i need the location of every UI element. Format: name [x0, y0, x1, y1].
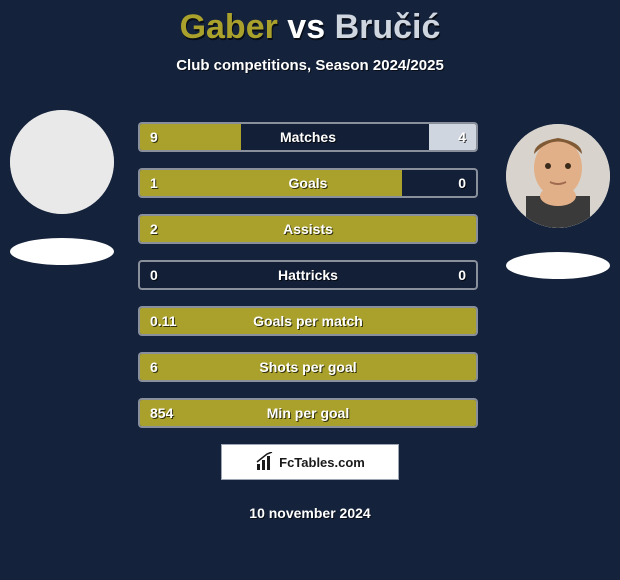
stat-value-left: 6 [150, 359, 158, 375]
person-photo-icon [506, 124, 610, 228]
stat-row-goals-per-match: 0.11 Goals per match [138, 306, 478, 336]
player-left-column [10, 110, 114, 265]
subtitle: Club competitions, Season 2024/2025 [0, 57, 620, 74]
stat-value-right: 0 [458, 175, 466, 191]
player-right-avatar [506, 124, 610, 228]
stat-label: Matches [280, 129, 336, 145]
player-right-team-badge [506, 252, 610, 279]
stat-label: Min per goal [267, 405, 349, 421]
stat-value-left: 0 [150, 267, 158, 283]
stat-row-hattricks: 0 0 Hattricks [138, 260, 478, 290]
stat-value-right: 4 [458, 129, 466, 145]
title-player1: Gaber [180, 8, 278, 46]
stat-value-left: 854 [150, 405, 173, 421]
stat-value-left: 2 [150, 221, 158, 237]
player-right-column [506, 124, 610, 279]
stat-value-left: 1 [150, 175, 158, 191]
person-placeholder-icon [10, 110, 114, 214]
stat-row-min-per-goal: 854 Min per goal [138, 398, 478, 428]
footer-brand-text: FcTables.com [279, 455, 365, 470]
chart-icon [255, 452, 275, 472]
stat-label: Shots per goal [259, 359, 356, 375]
bar-right [429, 124, 476, 150]
page-title: Gaber vs Bručić [0, 0, 620, 47]
stat-label: Hattricks [278, 267, 338, 283]
stats-table: 9 4 Matches 1 0 Goals 2 Assists 0 0 Hattricks 0.11 G… [138, 122, 478, 444]
title-player2: Bručić [335, 8, 441, 46]
stat-label: Assists [283, 221, 333, 237]
stat-value-left: 9 [150, 129, 158, 145]
title-vs: vs [287, 8, 325, 46]
date-text: 10 november 2024 [249, 505, 370, 521]
stat-row-assists: 2 Assists [138, 214, 478, 244]
stat-row-goals: 1 0 Goals [138, 168, 478, 198]
bar-left [140, 170, 402, 196]
player-left-team-badge [10, 238, 114, 265]
stat-row-shots-per-goal: 6 Shots per goal [138, 352, 478, 382]
stat-value-left: 0.11 [150, 313, 176, 329]
stat-row-matches: 9 4 Matches [138, 122, 478, 152]
stat-label: Goals per match [253, 313, 363, 329]
player-left-avatar [10, 110, 114, 214]
footer-brand-box[interactable]: FcTables.com [221, 444, 399, 480]
stat-label: Goals [289, 175, 328, 191]
stat-value-right: 0 [458, 267, 466, 283]
